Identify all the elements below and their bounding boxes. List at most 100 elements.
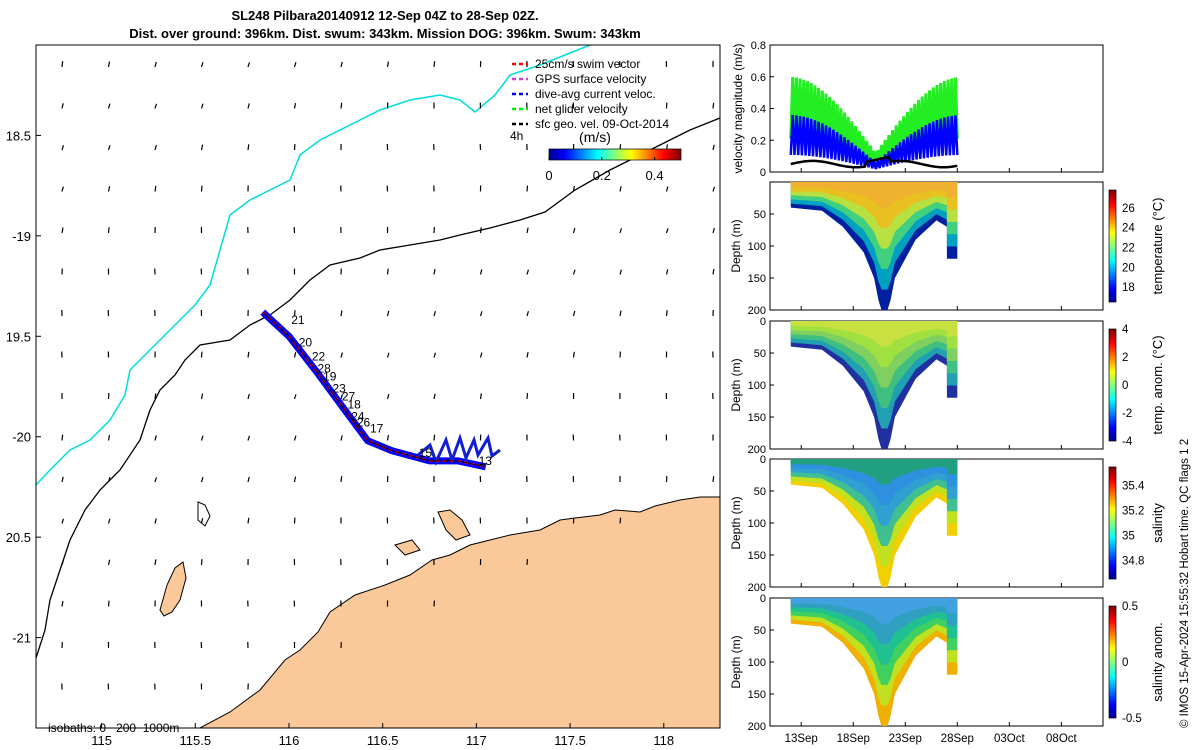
legend-label: sfc geo. vel. 09-Oct-2014 — [535, 117, 669, 131]
panel-ylabel: Depth (m) — [729, 358, 743, 411]
cb-tick-label: 0 — [545, 168, 552, 183]
panel-ylabel: Depth (m) — [729, 496, 743, 549]
day-label: 21 — [291, 313, 305, 327]
velocity-arrow — [200, 477, 204, 483]
y-tick-label: 50 — [754, 625, 766, 637]
velocity-arrow — [107, 186, 111, 192]
day-label: 24 — [351, 410, 365, 424]
sfc-geo-velocity-field — [61, 60, 716, 690]
velocity-arrow — [572, 351, 575, 358]
y-tick-label: 150 — [748, 273, 766, 285]
velocity-arrow — [61, 61, 64, 68]
cb-tick-label: 0 — [1122, 380, 1128, 392]
cb-tick-label: 0 — [1122, 657, 1128, 669]
lat-tick-label: 18.5 — [6, 128, 31, 143]
velocity-arrow — [154, 518, 157, 524]
panel-colorbar — [1108, 328, 1117, 442]
lat-tick-label: -20 — [12, 430, 31, 445]
velocity-arrow — [340, 310, 343, 317]
velocity-arrow — [386, 393, 390, 400]
cb-tick-label: -4 — [1122, 436, 1133, 448]
series-net-glider-velocity — [789, 76, 959, 166]
cb-tick-label: 4 — [1122, 324, 1129, 336]
day-label: 20 — [299, 335, 313, 349]
velocity-arrow — [293, 310, 296, 317]
velocity-arrow — [340, 61, 343, 68]
y-tick-label: 100 — [748, 657, 766, 669]
cb-tick-label: 22 — [1122, 242, 1135, 254]
panel-cblabel: salinity anom. — [1150, 622, 1165, 701]
y-tick-label: 0.2 — [751, 135, 766, 147]
velocity-arrow — [340, 394, 344, 400]
lon-tick-label: 116.5 — [367, 733, 399, 748]
velocity-arrow — [572, 185, 575, 192]
chart-title-line2: Dist. over ground: 396km. Dist. swum: 34… — [129, 26, 641, 41]
cb-tick-label: 24 — [1122, 223, 1135, 235]
coastline-land — [199, 496, 720, 728]
day-label: 15 — [419, 446, 433, 460]
day-label: 28 — [317, 361, 331, 375]
velocity-arrow — [107, 61, 111, 68]
cb-tick-label: 0.4 — [646, 168, 664, 183]
cb-tick-label: 20 — [1122, 262, 1135, 274]
velocity-arrow — [340, 352, 343, 358]
velocity-arrow — [154, 393, 157, 400]
velocity-arrow — [572, 269, 576, 275]
track-line — [262, 311, 486, 468]
velocity-arrow — [712, 144, 715, 151]
y-tick-label: 0 — [760, 454, 766, 466]
heatmap-band — [790, 182, 958, 208]
y-tick-label: 200 — [748, 582, 766, 594]
velocity-arrow — [293, 435, 297, 441]
legend-label: GPS surface velocity — [535, 72, 646, 86]
glider-track — [260, 309, 501, 471]
velocity-arrow — [61, 434, 64, 441]
day-label: 22 — [312, 349, 326, 363]
velocity-arrow — [712, 102, 715, 109]
velocity-arrow — [386, 352, 390, 358]
panel-cblabel: salinity — [1150, 503, 1165, 543]
velocity-arrow — [433, 61, 436, 68]
velocity-arrow — [154, 435, 157, 441]
velocity-arrow — [712, 227, 715, 234]
velocity-arrow — [619, 517, 622, 524]
velocity-arrow — [200, 393, 204, 400]
cb-tick-label: -2 — [1122, 408, 1132, 420]
velocity-arrow — [107, 145, 111, 151]
panel-colorbar — [1108, 189, 1117, 303]
heatmap-band — [790, 459, 958, 506]
heatmap-band — [790, 321, 958, 347]
velocity-arrow — [386, 434, 390, 441]
velocity-arrow — [154, 559, 157, 566]
cb-tick-label: 34.8 — [1122, 555, 1144, 567]
y-tick-label: 0 — [760, 593, 766, 605]
lat-tick-label: 20.5 — [6, 530, 31, 545]
y-tick-label: 0.8 — [751, 40, 766, 52]
legend-label: dive-avg current veloc. — [535, 87, 656, 101]
velocity-arrow — [340, 102, 343, 109]
velocity-arrow — [665, 269, 669, 275]
velocity-arrow — [526, 352, 529, 358]
velocity-arrow — [479, 227, 482, 234]
velocity-arrow — [200, 62, 204, 68]
series-sfc-geo-velocity — [790, 155, 958, 169]
velocity-arrow — [433, 434, 436, 441]
panel-ylabel: Depth (m) — [729, 219, 743, 272]
heatmap-band — [790, 459, 958, 485]
velocity-arrow — [293, 102, 297, 109]
y-tick-label: 200 — [748, 721, 766, 733]
velocity-arrow — [479, 352, 483, 358]
time-tick-label: 28Sep — [941, 733, 974, 745]
velocity-arrow — [107, 434, 111, 441]
velocity-arrow — [154, 185, 157, 192]
time-series-panels: 0 0.2 0.4 0.6 0.8 velocity magnitude (m/s) 50 1… — [729, 40, 1165, 745]
heatmap-band — [790, 182, 958, 229]
velocity-arrow — [665, 228, 669, 234]
y-tick-label: 200 — [748, 305, 766, 317]
lat-tick-label: -21 — [12, 631, 31, 646]
day-label: 17 — [370, 422, 384, 436]
velocity-arrow — [61, 227, 64, 234]
y-tick-label: 0.4 — [751, 104, 766, 116]
time-tick-label: 23Sep — [889, 733, 922, 745]
island — [437, 509, 471, 541]
